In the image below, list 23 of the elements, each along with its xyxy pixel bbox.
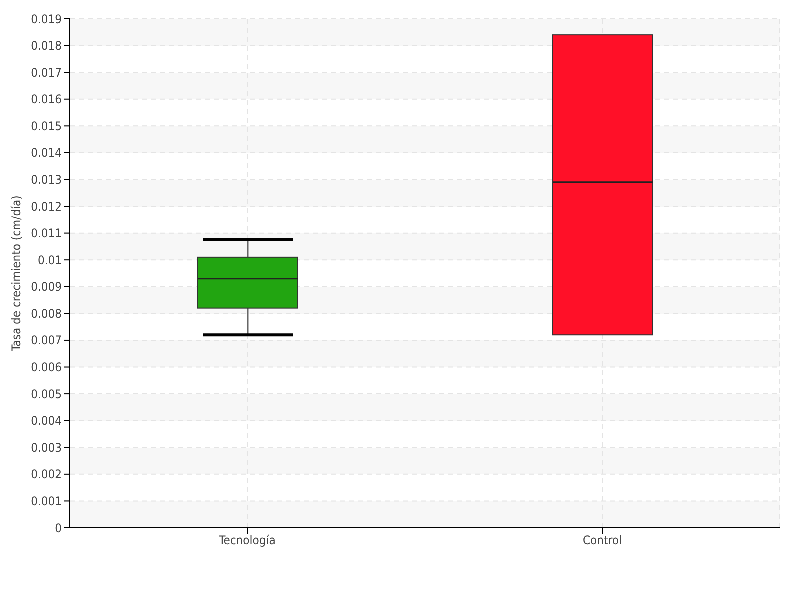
y-axis-title: Tasa de crecimiento (cm/día) [9, 196, 24, 352]
y-tick-label: 0.015 [31, 119, 62, 134]
y-tick-label: 0.01 [38, 253, 62, 268]
y-tick-label: 0.003 [31, 440, 62, 455]
y-tick-label: 0.011 [31, 226, 62, 241]
x-tick-label: Control [583, 534, 622, 548]
y-tick-label: 0.006 [31, 360, 62, 375]
y-tick-label: 0 [55, 521, 62, 536]
y-tick-label: 0.016 [31, 92, 62, 107]
y-tick-label: 0.004 [31, 414, 62, 428]
y-tick-label: 0.005 [31, 387, 62, 402]
y-tick-label: 0.001 [31, 494, 62, 508]
x-tick-label: Tecnología [218, 534, 276, 548]
y-tick-label: 0.014 [31, 146, 62, 160]
y-tick-label: 0.017 [31, 66, 62, 80]
y-tick-label: 0.009 [31, 280, 62, 294]
y-tick-label: 0.019 [31, 12, 62, 26]
y-tick-label: 0.002 [31, 468, 62, 482]
y-tick-label: 0.018 [31, 39, 62, 54]
y-tick-label: 0.013 [31, 172, 62, 187]
y-tick-label: 0.007 [31, 334, 62, 348]
y-tick-label: 0.008 [31, 306, 62, 321]
y-tick-label: 0.012 [31, 200, 62, 214]
